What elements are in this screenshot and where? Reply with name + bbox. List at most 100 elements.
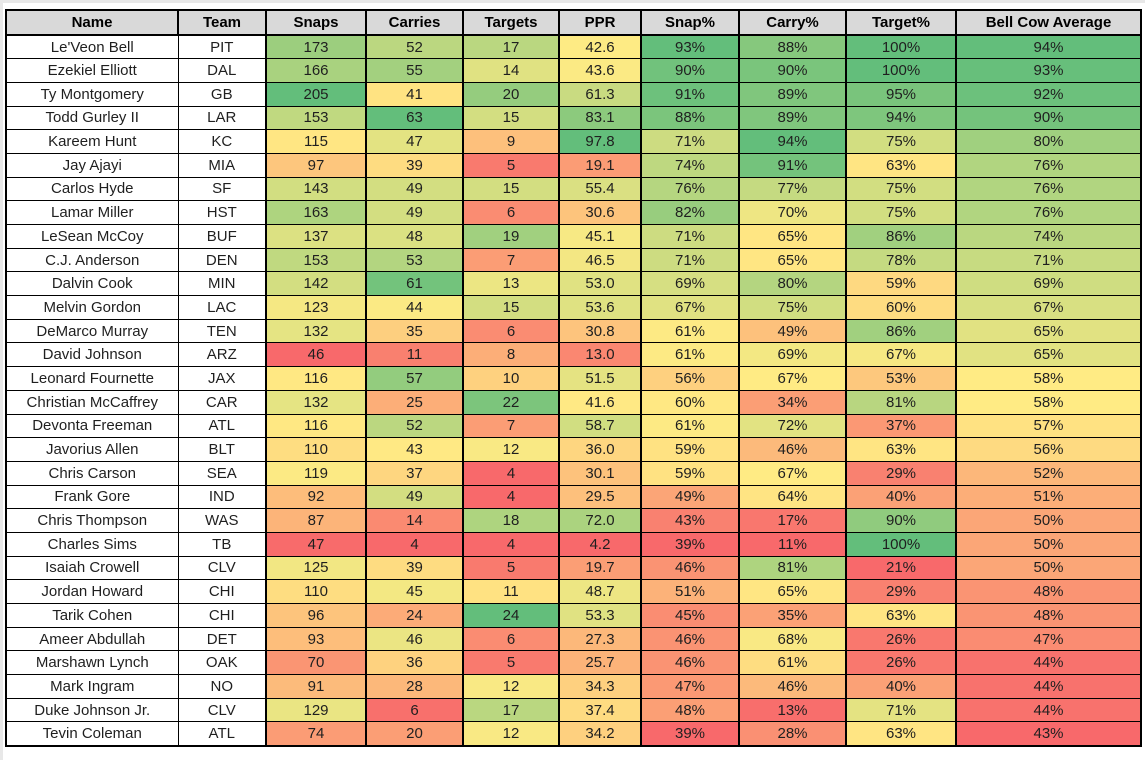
table-row: Frank Gore IND 92 49 4 29.5 49% 64% 40% 51% bbox=[5, 484, 1142, 510]
page-edge-top bbox=[0, 0, 1145, 3]
cell-target-pct: 29% bbox=[845, 460, 957, 486]
cell-snaps: 110 bbox=[265, 579, 367, 604]
cell-targets: 18 bbox=[462, 508, 560, 533]
table-row: Carlos Hyde SF 143 49 15 55.4 76% 77% 75% 76% bbox=[5, 176, 1142, 202]
cell-carries: 46 bbox=[365, 626, 464, 652]
cell-name: Charles Sims bbox=[5, 531, 179, 557]
cell-carry-pct: 46% bbox=[738, 674, 847, 699]
cell-target-pct: 75% bbox=[845, 200, 957, 225]
cell-target-pct: 71% bbox=[845, 697, 957, 723]
cell-ppr: 83.1 bbox=[558, 105, 642, 131]
cell-carry-pct: 65% bbox=[738, 224, 847, 249]
cell-bell-cow-average: 67% bbox=[955, 295, 1142, 320]
cell-targets: 14 bbox=[462, 58, 560, 83]
cell-carries: 61 bbox=[365, 271, 464, 297]
cell-carry-pct: 94% bbox=[738, 129, 847, 154]
cell-carries: 43 bbox=[365, 437, 464, 462]
cell-ppr: 53.0 bbox=[558, 271, 642, 297]
cell-bell-cow-average: 44% bbox=[955, 674, 1142, 699]
cell-carries: 53 bbox=[365, 247, 464, 273]
cell-snaps: 119 bbox=[265, 460, 367, 486]
cell-carries: 55 bbox=[365, 58, 464, 83]
cell-targets: 13 bbox=[462, 271, 560, 297]
cell-team: CLV bbox=[177, 697, 267, 723]
column-header-carry-pct: Carry% bbox=[738, 9, 847, 36]
cell-target-pct: 40% bbox=[845, 674, 957, 699]
table-row: Charles Sims TB 47 4 4 4.2 39% 11% 100% 50% bbox=[5, 531, 1142, 557]
cell-snap-pct: 67% bbox=[640, 295, 740, 320]
cell-snaps: 87 bbox=[265, 508, 367, 533]
cell-targets: 5 bbox=[462, 650, 560, 676]
cell-team: MIA bbox=[177, 152, 267, 178]
cell-name: Jay Ajayi bbox=[5, 152, 179, 178]
column-header-snaps: Snaps bbox=[265, 9, 367, 36]
cell-snap-pct: 39% bbox=[640, 531, 740, 557]
cell-carries: 41 bbox=[365, 81, 464, 107]
cell-ppr: 34.2 bbox=[558, 721, 642, 747]
cell-carry-pct: 77% bbox=[738, 176, 847, 202]
cell-carry-pct: 11% bbox=[738, 531, 847, 557]
cell-targets: 19 bbox=[462, 224, 560, 249]
cell-ppr: 97.8 bbox=[558, 129, 642, 154]
cell-name: Jordan Howard bbox=[5, 579, 179, 604]
cell-name: Devonta Freeman bbox=[5, 413, 179, 439]
cell-ppr: 42.6 bbox=[558, 34, 642, 60]
table-row: Javorius Allen BLT 110 43 12 36.0 59% 46% 63% 56% bbox=[5, 437, 1142, 462]
cell-name: Ty Montgomery bbox=[5, 81, 179, 107]
cell-snap-pct: 46% bbox=[640, 555, 740, 581]
cell-bell-cow-average: 48% bbox=[955, 603, 1142, 628]
cell-bell-cow-average: 47% bbox=[955, 626, 1142, 652]
cell-bell-cow-average: 48% bbox=[955, 579, 1142, 604]
table-row: Kareem Hunt KC 115 47 9 97.8 71% 94% 75% 80% bbox=[5, 129, 1142, 154]
cell-ppr: 53.3 bbox=[558, 603, 642, 628]
cell-team: PIT bbox=[177, 34, 267, 60]
cell-bell-cow-average: 93% bbox=[955, 58, 1142, 83]
cell-target-pct: 40% bbox=[845, 484, 957, 510]
cell-snaps: 173 bbox=[265, 34, 367, 60]
cell-team: BLT bbox=[177, 437, 267, 462]
cell-snap-pct: 90% bbox=[640, 58, 740, 83]
cell-bell-cow-average: 50% bbox=[955, 508, 1142, 533]
cell-ppr: 51.5 bbox=[558, 366, 642, 391]
cell-snap-pct: 46% bbox=[640, 626, 740, 652]
cell-bell-cow-average: 57% bbox=[955, 413, 1142, 439]
cell-bell-cow-average: 43% bbox=[955, 721, 1142, 747]
cell-name: Carlos Hyde bbox=[5, 176, 179, 202]
cell-target-pct: 26% bbox=[845, 626, 957, 652]
cell-carry-pct: 75% bbox=[738, 295, 847, 320]
cell-name: Le'Veon Bell bbox=[5, 34, 179, 60]
cell-ppr: 58.7 bbox=[558, 413, 642, 439]
cell-team: NO bbox=[177, 674, 267, 699]
cell-snap-pct: 47% bbox=[640, 674, 740, 699]
cell-snaps: 116 bbox=[265, 366, 367, 391]
cell-ppr: 61.3 bbox=[558, 81, 642, 107]
table-row: Marshawn Lynch OAK 70 36 5 25.7 46% 61% 26% 44% bbox=[5, 650, 1142, 676]
cell-team: WAS bbox=[177, 508, 267, 533]
cell-targets: 10 bbox=[462, 366, 560, 391]
table-row: Lamar Miller HST 163 49 6 30.6 82% 70% 75% 76% bbox=[5, 200, 1142, 225]
cell-name: Frank Gore bbox=[5, 484, 179, 510]
cell-snap-pct: 59% bbox=[640, 437, 740, 462]
cell-target-pct: 37% bbox=[845, 413, 957, 439]
cell-ppr: 72.0 bbox=[558, 508, 642, 533]
cell-snaps: 143 bbox=[265, 176, 367, 202]
bell-cow-table: Name Team Snaps Carries Targets PPR Snap% Carry… bbox=[5, 9, 1142, 747]
cell-bell-cow-average: 71% bbox=[955, 247, 1142, 273]
cell-name: Melvin Gordon bbox=[5, 295, 179, 320]
cell-target-pct: 100% bbox=[845, 58, 957, 83]
cell-carry-pct: 65% bbox=[738, 579, 847, 604]
cell-ppr: 30.6 bbox=[558, 200, 642, 225]
cell-targets: 4 bbox=[462, 484, 560, 510]
cell-snap-pct: 71% bbox=[640, 247, 740, 273]
table-row: Jordan Howard CHI 110 45 11 48.7 51% 65% 29% 48% bbox=[5, 579, 1142, 604]
cell-targets: 6 bbox=[462, 626, 560, 652]
cell-target-pct: 59% bbox=[845, 271, 957, 297]
cell-ppr: 55.4 bbox=[558, 176, 642, 202]
cell-carries: 35 bbox=[365, 318, 464, 344]
cell-team: ARZ bbox=[177, 342, 267, 368]
cell-targets: 22 bbox=[462, 389, 560, 415]
cell-snaps: 92 bbox=[265, 484, 367, 510]
cell-team: ATL bbox=[177, 721, 267, 747]
cell-targets: 17 bbox=[462, 34, 560, 60]
cell-name: Marshawn Lynch bbox=[5, 650, 179, 676]
